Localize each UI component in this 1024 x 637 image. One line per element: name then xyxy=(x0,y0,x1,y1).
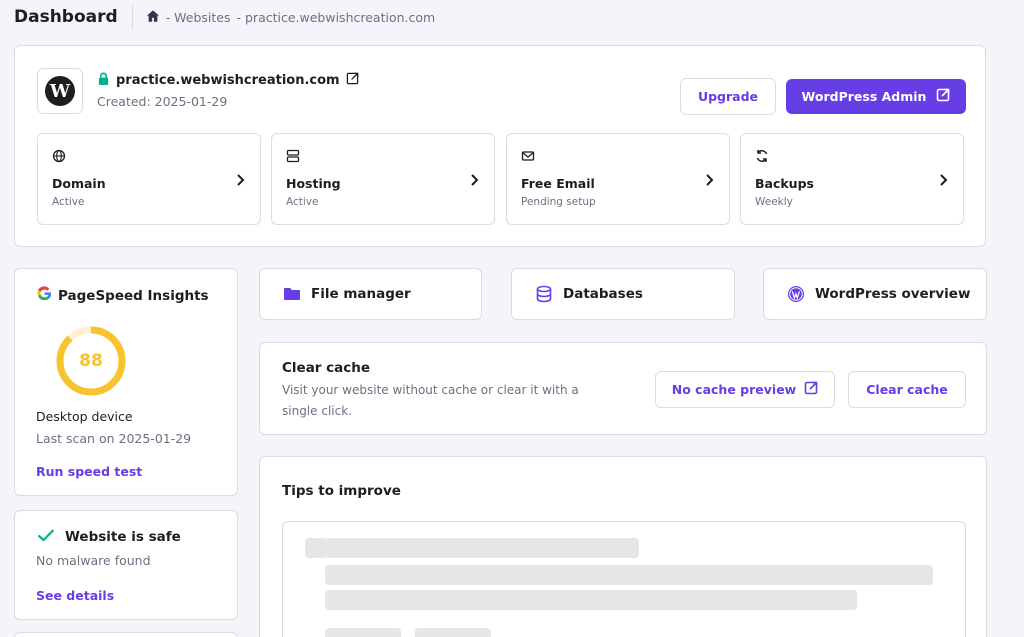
mail-icon xyxy=(521,151,535,161)
external-link-icon[interactable] xyxy=(346,72,359,89)
external-link-icon xyxy=(804,381,818,398)
page-title: Dashboard xyxy=(14,7,118,27)
top-bar: Dashboard - Websites - practice.webwishc… xyxy=(0,0,1024,34)
pagespeed-score: 88 xyxy=(79,351,103,371)
wordpress-logo-icon: W xyxy=(45,76,75,106)
service-name: Free Email xyxy=(521,176,595,191)
breadcrumb: - Websites - practice.webwishcreation.co… xyxy=(146,9,436,26)
file-manager-tile[interactable]: File manager xyxy=(259,268,482,320)
chevron-right-icon xyxy=(940,174,948,186)
pagespeed-title-row: PageSpeed Insights xyxy=(37,286,209,305)
run-speed-test-link[interactable]: Run speed test xyxy=(36,464,143,479)
home-icon[interactable] xyxy=(146,9,160,26)
site-domain-row: practice.webwishcreation.com xyxy=(97,72,359,89)
clear-cache-label: Clear cache xyxy=(866,382,948,397)
globe-icon xyxy=(52,149,66,163)
cache-title: Clear cache xyxy=(282,360,371,376)
databases-label: Databases xyxy=(563,286,643,302)
skeleton-line xyxy=(325,590,857,610)
database-icon xyxy=(536,285,552,303)
wordpress-overview-tile[interactable]: WordPress overview xyxy=(763,268,987,320)
security-subtitle: No malware found xyxy=(36,553,151,568)
site-created-date: Created: 2025-01-29 xyxy=(97,94,228,109)
checkmark-icon xyxy=(37,528,55,546)
service-backups[interactable]: Backups Weekly xyxy=(740,133,964,225)
service-status: Weekly xyxy=(755,196,793,208)
service-status: Active xyxy=(286,196,319,208)
security-title-row: Website is safe xyxy=(37,528,181,546)
lock-icon xyxy=(97,72,110,89)
skeleton-avatar xyxy=(305,538,327,558)
upgrade-button[interactable]: Upgrade xyxy=(680,78,776,115)
security-title: Website is safe xyxy=(65,529,181,545)
clear-cache-button[interactable]: Clear cache xyxy=(848,371,966,408)
service-domain[interactable]: Domain Active xyxy=(37,133,261,225)
clear-cache-card: Clear cache Visit your website without c… xyxy=(259,342,987,435)
see-details-link[interactable]: See details xyxy=(36,588,115,603)
pagespeed-device: Desktop device xyxy=(36,409,133,424)
refresh-icon xyxy=(756,150,768,162)
site-overview-card: W practice.webwishcreation.com Created: … xyxy=(14,45,986,247)
skeleton-chip xyxy=(325,628,401,637)
folder-icon xyxy=(284,288,300,300)
chevron-right-icon xyxy=(237,174,245,186)
file-manager-label: File manager xyxy=(311,286,411,302)
wordpress-icon xyxy=(788,286,804,302)
site-domain[interactable]: practice.webwishcreation.com xyxy=(116,73,340,88)
pagespeed-title: PageSpeed Insights xyxy=(58,287,209,304)
tips-card: Tips to improve xyxy=(259,456,987,637)
pagespeed-card: PageSpeed Insights 88 Desktop device Las… xyxy=(14,268,238,496)
pagespeed-last-scan: Last scan on 2025-01-29 xyxy=(36,431,192,446)
service-hosting[interactable]: Hosting Active xyxy=(271,133,495,225)
tips-title: Tips to improve xyxy=(282,483,401,499)
service-name: Domain xyxy=(52,176,106,191)
wordpress-admin-label: WordPress Admin xyxy=(801,89,927,104)
no-cache-preview-button[interactable]: No cache preview xyxy=(655,371,835,408)
skeleton-line xyxy=(325,565,933,585)
breadcrumb-site: - practice.webwishcreation.com xyxy=(236,9,436,25)
pagespeed-score-gauge xyxy=(56,326,126,396)
cache-description: Visit your website without cache or clea… xyxy=(282,383,579,418)
tips-list-placeholder xyxy=(282,521,966,637)
security-card: Website is safe No malware found See det… xyxy=(14,510,238,620)
upgrade-button-label: Upgrade xyxy=(697,89,759,104)
databases-tile[interactable]: Databases xyxy=(511,268,735,320)
external-link-icon xyxy=(936,88,950,105)
server-icon xyxy=(286,149,300,163)
skeleton-line xyxy=(325,538,639,558)
service-name: Backups xyxy=(755,176,814,191)
wordpress-admin-button[interactable]: WordPress Admin xyxy=(786,79,966,114)
no-cache-preview-label: No cache preview xyxy=(671,382,797,397)
wordpress-overview-label: WordPress overview xyxy=(815,286,971,302)
service-status: Active xyxy=(52,196,85,208)
divider xyxy=(131,4,133,30)
skeleton-chip xyxy=(415,628,491,637)
next-card xyxy=(14,632,238,637)
chevron-right-icon xyxy=(471,174,479,186)
site-logo: W xyxy=(37,68,83,114)
service-status: Pending setup xyxy=(521,196,596,208)
service-free-email[interactable]: Free Email Pending setup xyxy=(506,133,730,225)
service-name: Hosting xyxy=(286,176,341,191)
breadcrumb-websites[interactable]: - Websites xyxy=(165,9,231,25)
google-icon xyxy=(37,286,52,305)
chevron-right-icon xyxy=(706,174,714,186)
